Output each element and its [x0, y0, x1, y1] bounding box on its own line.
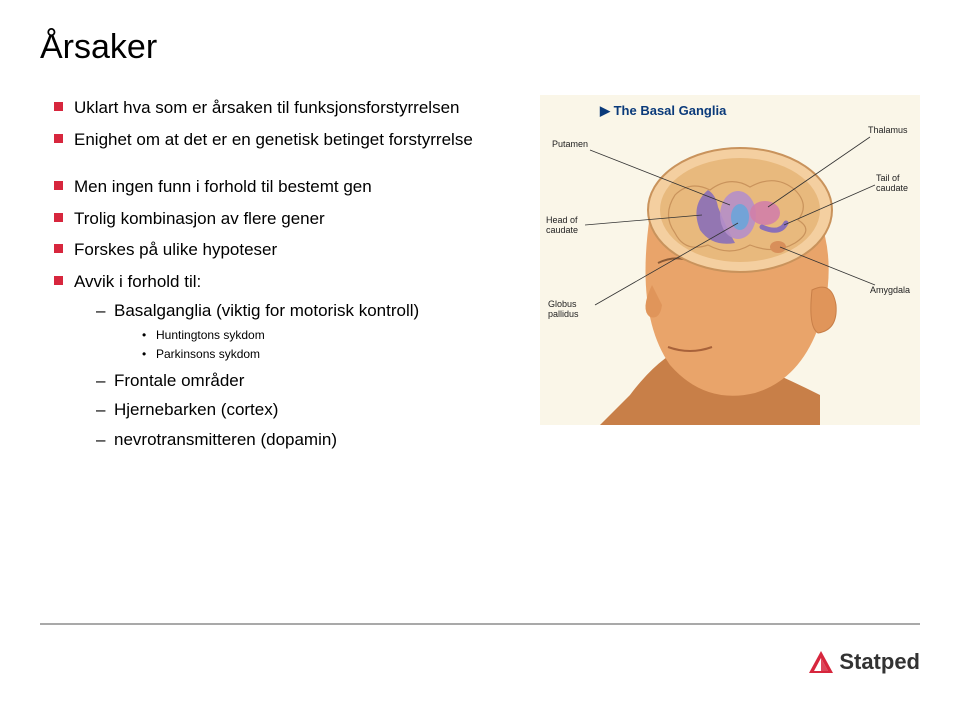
- sub-item: Hjernebarken (cortex): [96, 397, 520, 423]
- sub-list: Basalganglia (viktig for motorisk kontro…: [74, 298, 520, 452]
- bullet-item: Enighet om at det er en genetisk betinge…: [54, 127, 520, 153]
- subsub-list: Huntingtons sykdom Parkinsons sykdom: [114, 326, 520, 364]
- statped-logo: Statped: [809, 649, 920, 675]
- logo-mark-icon: [809, 651, 833, 673]
- bullet-item: Men ingen funn i forhold til bestemt gen: [54, 174, 520, 200]
- slide-title: Årsaker: [40, 28, 920, 67]
- sub-item: Basalganglia (viktig for motorisk kontro…: [96, 298, 520, 364]
- sub-item-label: Basalganglia (viktig for motorisk kontro…: [114, 301, 419, 320]
- footer-divider: [40, 623, 920, 625]
- logo-text: Statped: [839, 649, 920, 675]
- subsub-item: Parkinsons sykdom: [142, 345, 520, 364]
- slide: Årsaker Uklart hva som er årsaken til fu…: [0, 0, 960, 707]
- label-putamen: Putamen: [552, 139, 588, 149]
- bullet-item: Forskes på ulike hypoteser: [54, 237, 520, 263]
- bullet-item: Trolig kombinasjon av flere gener: [54, 206, 520, 232]
- diagram-title: ▶ The Basal Ganglia: [599, 103, 727, 118]
- bullet-item: Uklart hva som er årsaken til funksjonsf…: [54, 95, 520, 121]
- basal-ganglia-diagram: ▶ The Basal Ganglia: [540, 95, 920, 425]
- label-globus: Globuspallidus: [548, 299, 579, 319]
- content-row: Uklart hva som er årsaken til funksjonsf…: [40, 95, 920, 458]
- bullet-label: Avvik i forhold til:: [74, 272, 201, 291]
- image-column: ▶ The Basal Ganglia: [540, 95, 920, 425]
- subsub-item: Huntingtons sykdom: [142, 326, 520, 345]
- bullet-item: Avvik i forhold til: Basalganglia (vikti…: [54, 269, 520, 453]
- text-column: Uklart hva som er årsaken til funksjonsf…: [40, 95, 520, 458]
- sub-item: Frontale områder: [96, 368, 520, 394]
- diagram-title-text: The Basal Ganglia: [614, 103, 727, 118]
- bullet-list: Uklart hva som er årsaken til funksjonsf…: [40, 95, 520, 452]
- sub-item: nevrotransmitteren (dopamin): [96, 427, 520, 453]
- label-thalamus: Thalamus: [868, 125, 908, 135]
- label-amygdala: Amygdala: [870, 285, 910, 295]
- label-head-caudate: Head ofcaudate: [546, 215, 578, 235]
